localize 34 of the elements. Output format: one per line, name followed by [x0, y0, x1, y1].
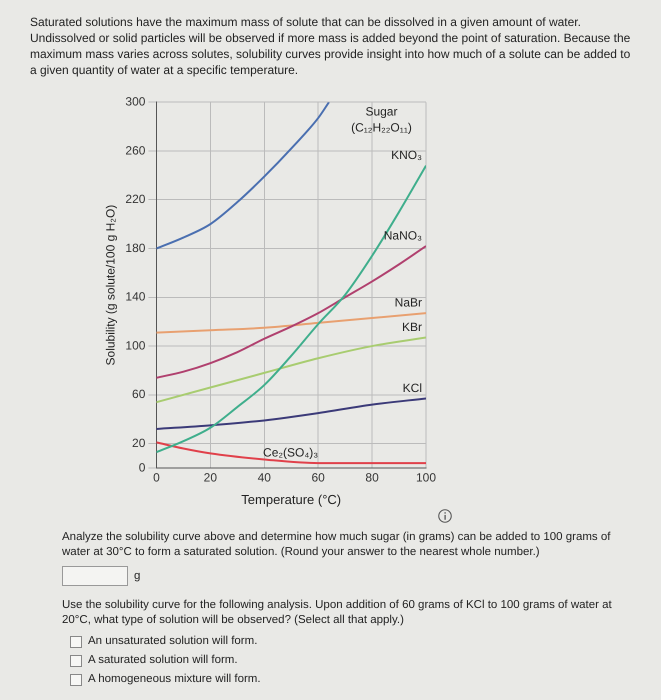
line-series: [156, 102, 330, 250]
x-tick-label: 60: [311, 470, 326, 485]
x-tick-label: 0: [153, 470, 160, 485]
text: An unsaturated solution will form.: [88, 634, 258, 649]
y-tick-label: 100: [125, 338, 146, 352]
y-tick-label: 0: [138, 460, 146, 474]
line-series: [156, 312, 426, 334]
y-tick-label: 140: [125, 290, 146, 304]
series-label: KNO₃: [391, 148, 422, 162]
x-tick-label: 100: [416, 470, 436, 485]
y-tick-label: 260: [125, 143, 146, 158]
series-label: KBr: [402, 320, 422, 334]
text: Use the solubility curve for the following analysis. Upon addition of 60 grams of KCl to 100 grams of water at 20°C, what type of solution will be observed? (Select all that apply.): [62, 598, 613, 628]
y-tick-label: 20: [132, 436, 146, 450]
x-axis-title: Temperature (°C): [241, 492, 342, 507]
y-tick-label: 60: [132, 387, 146, 402]
text: Analyze the solubility curve above and determine how much sugar (in grams) can be added to 100 grams of water at 30°C to form a saturated solution. (Round your answer to the nearest whole number.): [62, 530, 612, 560]
chart-title: Saturated solutions have the maximum mass of solute that can be dissolved in a given amount of water. Undissolved or solid particles will be observed if more mass is added beyond the point of saturation. Because the maximum mass varies across solutes, solubility curves provide insight into how much of a solute can be added to a given quantity of water at a specific temperature.: [30, 14, 632, 78]
series-label: NaBr: [394, 295, 422, 310]
x-tick-label: 20: [204, 470, 218, 485]
series-label: Ce₂(SO₄)₃: [263, 445, 318, 460]
y-tick-label: 220: [125, 192, 146, 206]
text: A saturated solution will form.: [88, 653, 238, 668]
series-label: Sugar (C₁₂H₂₂O₁₁): [351, 104, 412, 135]
text: A homogeneous mixture will form.: [88, 672, 261, 687]
y-tick-label: 180: [125, 240, 146, 255]
x-tick-label: 40: [258, 470, 272, 485]
text: g: [134, 568, 140, 584]
series-label: NaNO₃: [384, 228, 422, 242]
x-tick-label: 80: [365, 470, 380, 485]
y-tick-label: 300: [125, 94, 146, 109]
line-series: [156, 398, 426, 430]
series-label: KCl: [402, 380, 422, 395]
y-axis-title: Solubility (g solute/100 g H₂O): [104, 204, 118, 366]
